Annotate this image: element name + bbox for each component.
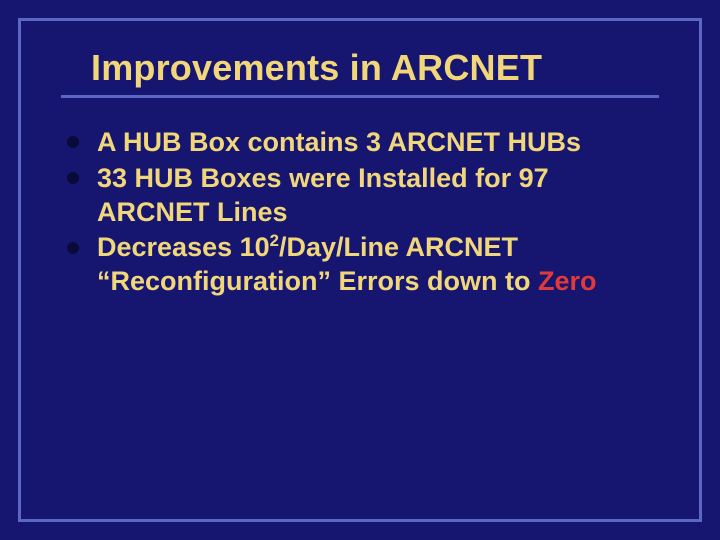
bullet-dot-icon	[67, 172, 79, 184]
bullet-text: Decreases 102/Day/Line ARCNET “Reconfigu…	[97, 232, 597, 296]
list-item: Decreases 102/Day/Line ARCNET “Reconfigu…	[67, 231, 659, 299]
slide: Improvements in ARCNET A HUB Box contain…	[0, 0, 720, 540]
slide-title: Improvements in ARCNET	[91, 47, 659, 89]
bullet-text: A HUB Box contains 3 ARCNET HUBs	[97, 127, 581, 157]
bullet-dot-icon	[67, 136, 79, 148]
list-item: 33 HUB Boxes were Installed for 97 ARCNE…	[67, 162, 659, 230]
bullet-accent: Zero	[538, 266, 597, 296]
title-underline	[61, 95, 659, 98]
list-item: A HUB Box contains 3 ARCNET HUBs	[67, 126, 659, 160]
bullet-dot-icon	[67, 242, 79, 254]
bullet-text: 33 HUB Boxes were Installed for 97 ARCNE…	[97, 163, 549, 227]
bullet-superscript: 2	[270, 231, 279, 250]
bullet-pre: Decreases 10	[97, 232, 270, 262]
bullet-list: A HUB Box contains 3 ARCNET HUBs 33 HUB …	[61, 126, 659, 299]
slide-frame: Improvements in ARCNET A HUB Box contain…	[18, 18, 702, 522]
